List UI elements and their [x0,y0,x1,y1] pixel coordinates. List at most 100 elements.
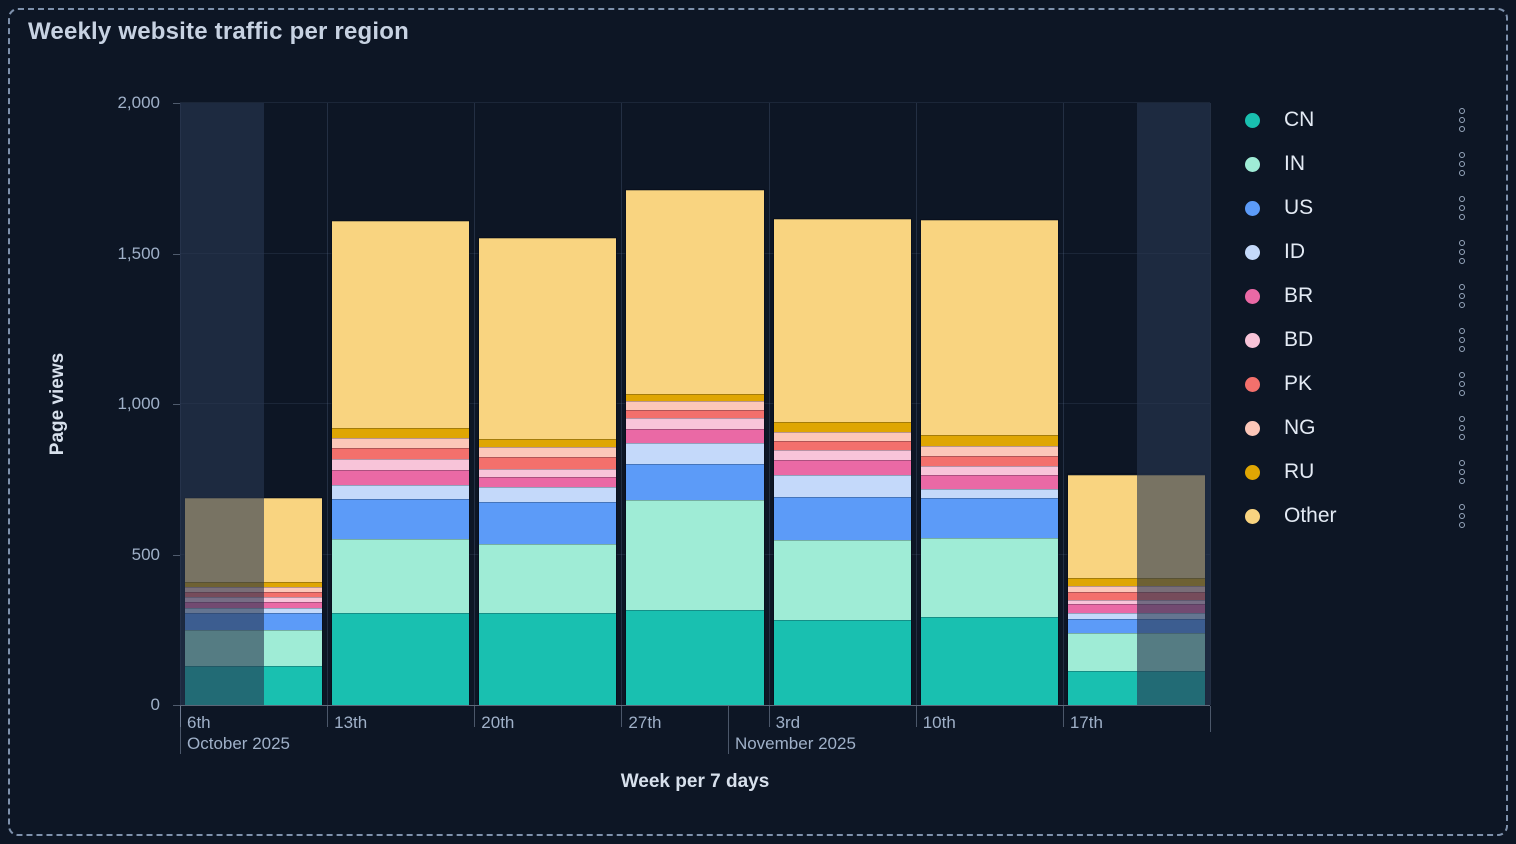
bar-segment-pk-3rd[interactable] [773,441,911,451]
bar-segment-us-27th[interactable] [626,464,764,501]
bar-segment-in-13th[interactable] [332,539,470,614]
legend-item-menu-icon[interactable] [1455,368,1470,400]
x-axis: 6th 13th 20th 27th 3rd 10th 17th October 2025 No… [0,706,1516,776]
legend-item-menu-icon[interactable] [1455,324,1470,356]
legend-item-label: BR [1284,284,1314,307]
legend-color-dot [1245,112,1260,128]
x-tick-mark [474,706,476,727]
legend-item-us[interactable]: US [1238,186,1470,230]
legend-item-in[interactable]: IN [1238,142,1470,186]
legend-item-menu-icon[interactable] [1455,500,1470,532]
bar-segment-id-20th[interactable] [479,486,617,502]
y-tick-label: 2,000 [117,93,160,112]
bar-segment-br-27th[interactable] [626,429,764,444]
bar-segment-ru-13th[interactable] [332,427,470,438]
bar-segment-br-3rd[interactable] [773,460,911,476]
bar-segment-br-17th[interactable] [1067,603,1205,613]
bar-segment-ru-3rd[interactable] [773,422,911,433]
bar-segment-pk-27th[interactable] [626,410,764,419]
bar-segment-us-10th[interactable] [920,498,1058,539]
bar-3rd[interactable] [773,218,911,705]
bar-segment-in-27th[interactable] [626,500,764,610]
legend-item-id[interactable]: ID [1238,230,1470,274]
legend-item-menu-icon[interactable] [1455,104,1470,136]
legend-item-menu-icon[interactable] [1455,412,1470,444]
bar-segment-ru-20th[interactable] [479,438,617,447]
bar-segment-bd-17th[interactable] [1067,600,1205,604]
legend-item-menu-icon[interactable] [1455,148,1470,180]
bar-segment-bd-27th[interactable] [626,418,764,430]
bar-segment-in-20th[interactable] [479,544,617,614]
bar-13th[interactable] [332,221,470,705]
legend-item-label: BD [1284,328,1314,351]
x-category-label: 13th [334,713,368,732]
legend-item-bd[interactable]: BD [1238,318,1470,362]
legend-item-label: PK [1284,372,1313,395]
bar-segment-id-17th[interactable] [1067,612,1205,620]
bar-segment-id-27th[interactable] [626,443,764,465]
bar-segment-ng-3rd[interactable] [773,432,911,442]
bar-segment-id-3rd[interactable] [773,475,911,497]
bar-segment-ru-17th[interactable] [1067,578,1205,586]
bar-segment-cn-20th[interactable] [479,613,617,705]
bar-segment-bd-13th[interactable] [332,459,470,470]
bar-segment-ru-27th[interactable] [626,393,764,401]
bar-segment-us-13th[interactable] [332,499,470,540]
bar-segment-ru-10th[interactable] [920,435,1058,447]
x-tick-mark [327,706,329,727]
x-tick-mark [768,706,770,727]
bar-segment-bd-3rd[interactable] [773,450,911,460]
legend-item-other[interactable]: Other [1238,494,1470,538]
bar-20th[interactable] [479,238,617,705]
bar-segment-id-13th[interactable] [332,485,470,500]
bar-segment-other-27th[interactable] [626,190,764,394]
x-tick-mark [1210,706,1211,732]
gridline-horizontal [180,102,1210,103]
bar-segment-ng-13th[interactable] [332,437,470,449]
legend-color-dot [1245,200,1260,216]
legend-item-menu-icon[interactable] [1455,192,1470,224]
legend-color-dot [1245,420,1260,436]
bar-segment-us-20th[interactable] [479,501,617,545]
legend-item-pk[interactable]: PK [1238,362,1470,406]
legend-item-menu-icon[interactable] [1455,456,1470,488]
bar-segment-cn-27th[interactable] [626,609,764,705]
bar-segment-cn-3rd[interactable] [773,620,911,705]
legend-item-menu-icon[interactable] [1455,280,1470,312]
bar-segment-us-3rd[interactable] [773,496,911,541]
bar-segment-pk-10th[interactable] [920,456,1058,467]
bar-segment-other-3rd[interactable] [773,218,911,423]
bar-segment-other-10th[interactable] [920,219,1058,436]
out-of-range-band-left [180,103,265,705]
bar-segment-pk-20th[interactable] [479,456,617,469]
legend-item-ng[interactable]: NG [1238,406,1470,450]
bar-segment-other-13th[interactable] [332,221,470,428]
bar-segment-cn-13th[interactable] [332,613,470,705]
gridline-vertical [1062,103,1064,705]
bar-segment-ng-10th[interactable] [920,446,1058,457]
bar-segment-ng-27th[interactable] [626,400,764,411]
bar-segment-bd-20th[interactable] [479,468,617,477]
bar-segment-pk-17th[interactable] [1067,592,1205,600]
bar-segment-pk-13th[interactable] [332,448,470,460]
bar-segment-br-20th[interactable] [479,476,617,487]
bar-segment-bd-10th[interactable] [920,466,1058,476]
bar-27th[interactable] [626,190,764,705]
legend-item-br[interactable]: BR [1238,274,1470,318]
bar-segment-ng-17th[interactable] [1067,585,1205,593]
gridline-vertical [327,103,329,705]
bar-segment-other-20th[interactable] [479,238,617,439]
legend-item-cn[interactable]: CN [1238,98,1470,142]
bar-segment-br-10th[interactable] [920,475,1058,490]
bar-segment-in-3rd[interactable] [773,540,911,621]
month-separator [180,706,181,754]
bar-segment-cn-10th[interactable] [920,616,1058,705]
bar-segment-in-10th[interactable] [920,538,1058,617]
bar-segment-br-13th[interactable] [332,469,470,485]
bar-segment-id-10th[interactable] [920,489,1058,499]
legend-item-menu-icon[interactable] [1455,236,1470,268]
legend-item-ru[interactable]: RU [1238,450,1470,494]
bar-segment-ng-20th[interactable] [479,446,617,457]
legend: CN IN US ID BR BD PK NG RU Other [1238,98,1470,538]
bar-10th[interactable] [920,219,1058,705]
